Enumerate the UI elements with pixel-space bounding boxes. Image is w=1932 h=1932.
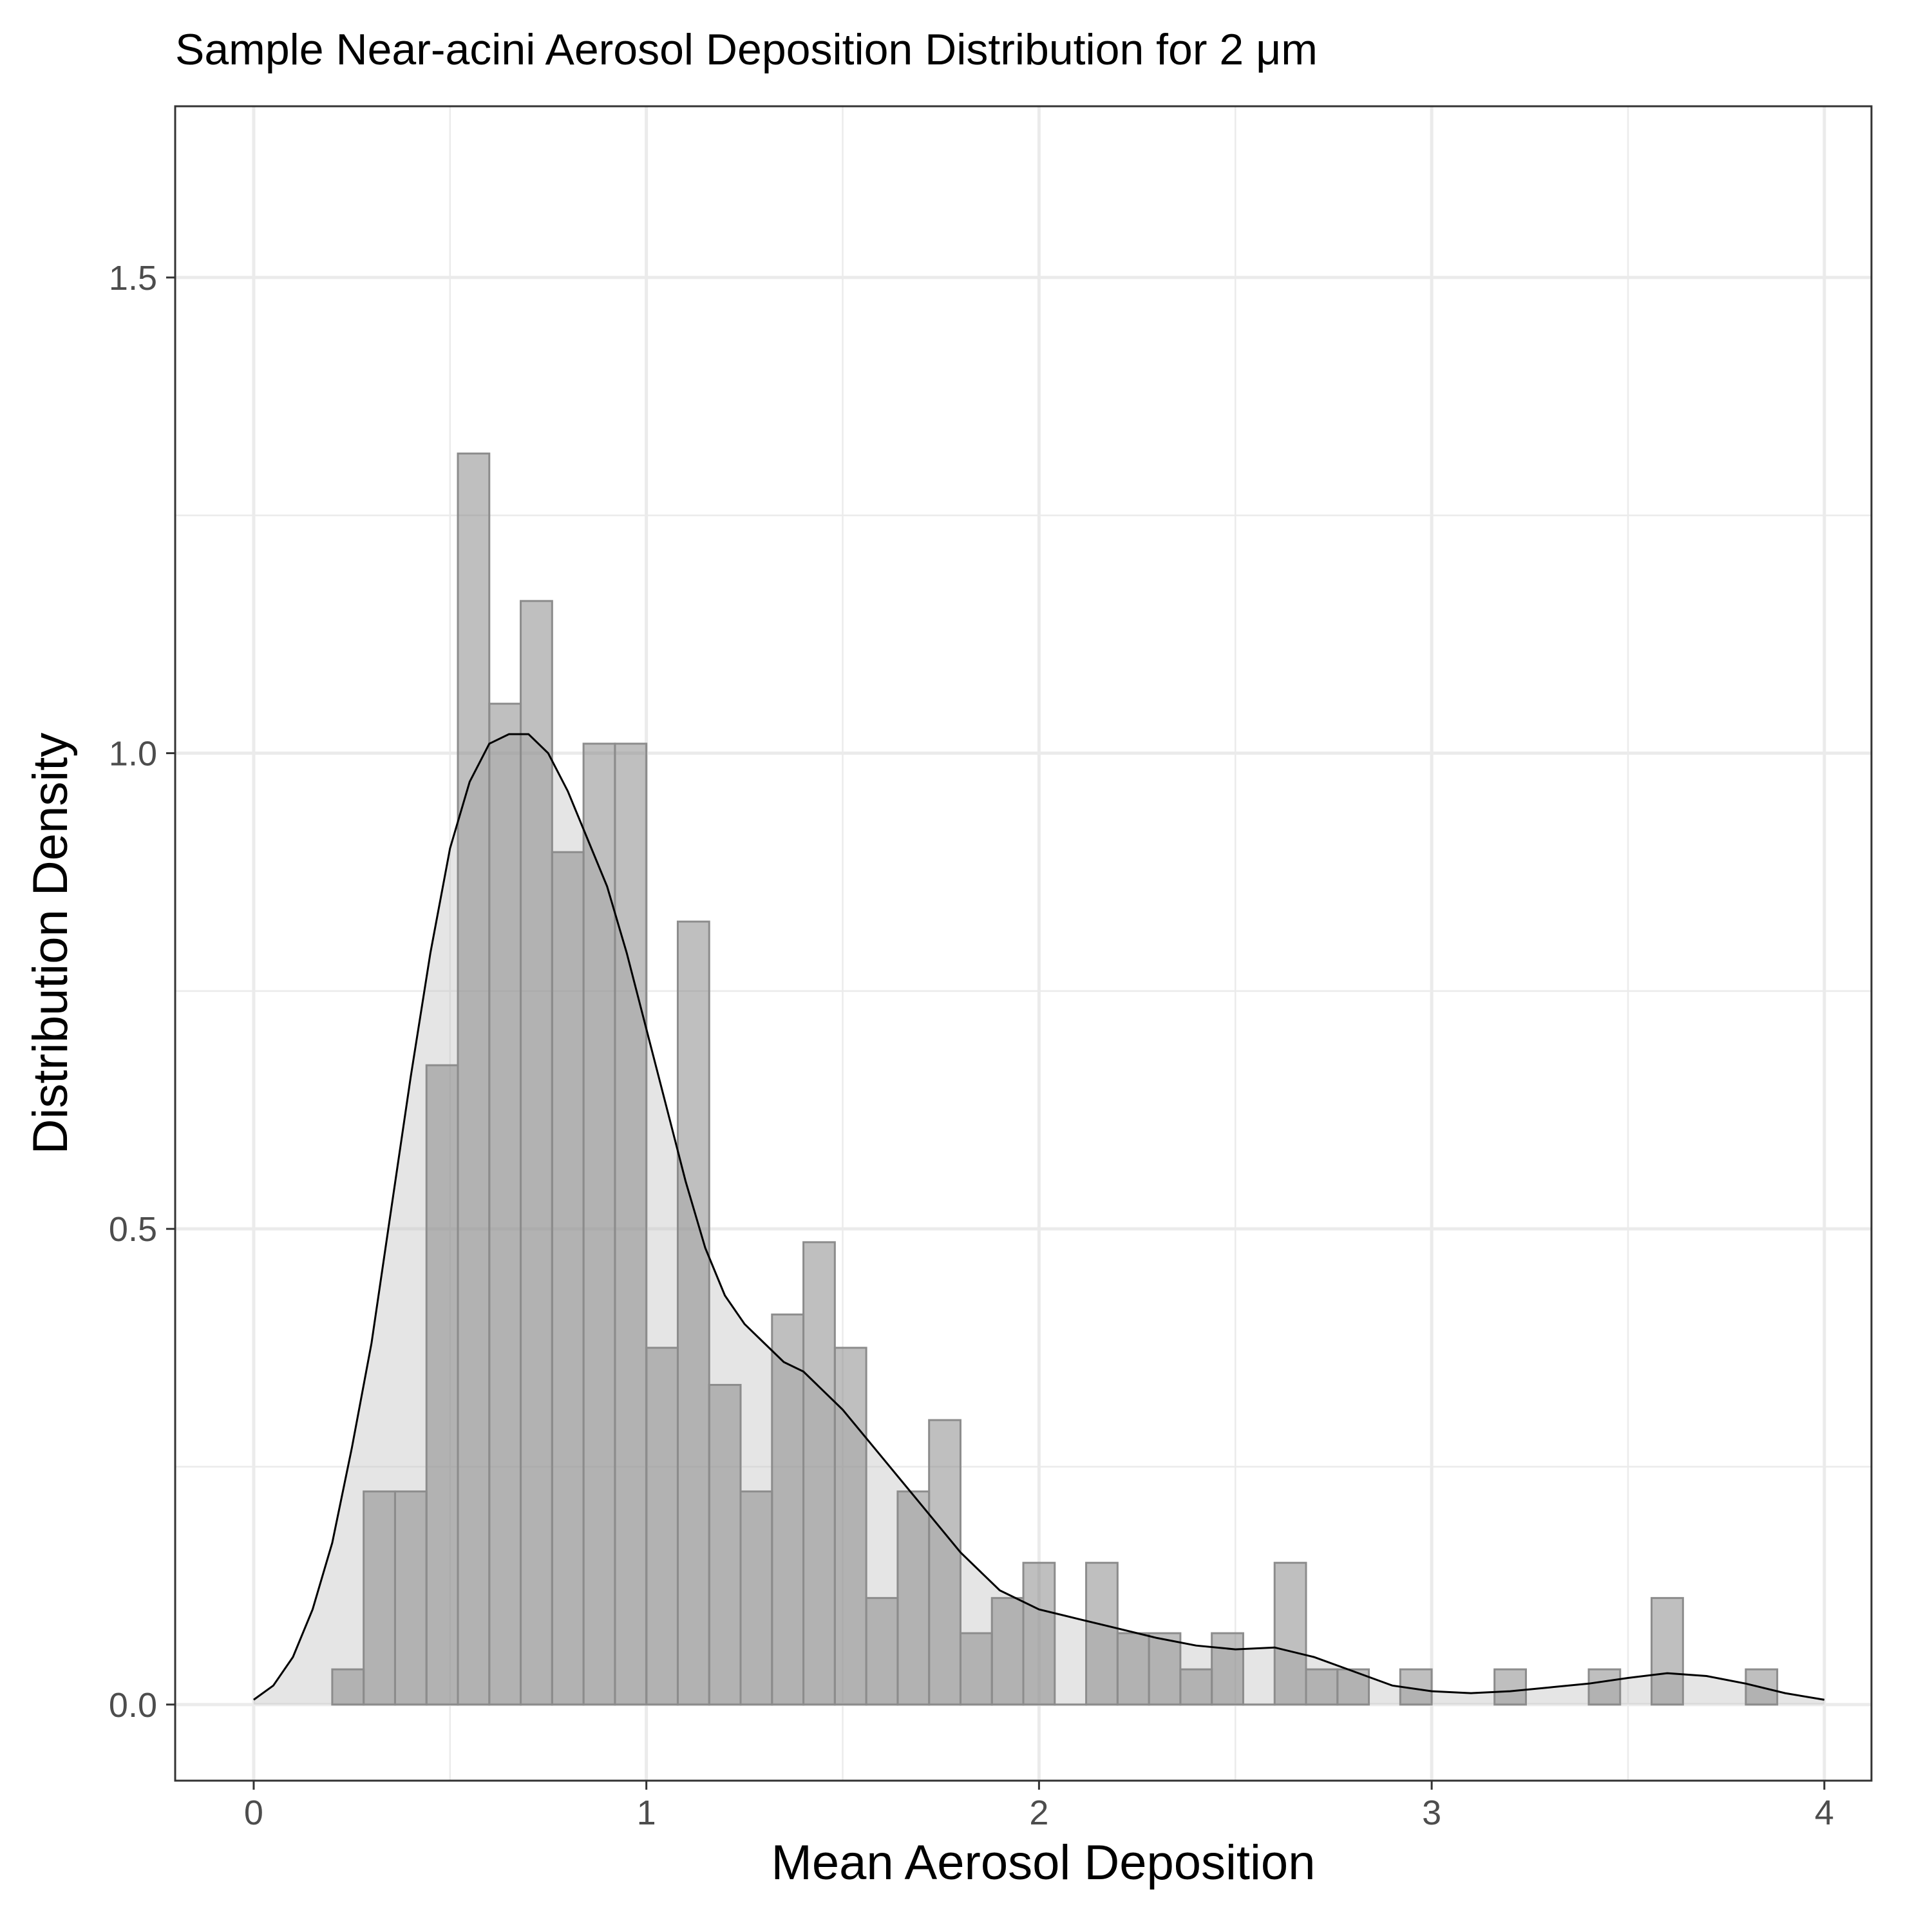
histogram-bar	[488, 703, 522, 1706]
histogram-bar	[708, 1383, 742, 1706]
histogram-bar	[928, 1419, 961, 1706]
histogram-bar	[1273, 1562, 1307, 1706]
histogram-bar	[614, 743, 648, 1706]
histogram-bar	[520, 600, 553, 1706]
y-axis: 0.0 0.5 1.0 1.5	[109, 259, 175, 1725]
histogram-bar	[1211, 1632, 1244, 1706]
histogram-bar	[582, 743, 616, 1706]
histogram-bar	[802, 1241, 836, 1706]
histogram-bar	[645, 1347, 679, 1706]
histogram-bar	[1085, 1562, 1119, 1706]
histogram-bar	[833, 1347, 867, 1706]
histogram-bar	[676, 920, 710, 1706]
histogram-bar	[425, 1064, 459, 1706]
chart-title: Sample Near-acini Aerosol Deposition Dis…	[175, 25, 1318, 74]
histogram-bars	[331, 452, 1779, 1706]
histogram-bar	[1305, 1668, 1339, 1706]
histogram-bar	[1148, 1632, 1182, 1706]
histogram-bar	[1587, 1668, 1622, 1706]
x-tick-label: 1	[637, 1794, 656, 1832]
histogram-bar	[457, 452, 491, 1706]
x-tick-label: 0	[244, 1794, 263, 1832]
histogram-bar	[393, 1490, 428, 1706]
x-tick-label: 2	[1029, 1794, 1048, 1832]
histogram-bar	[1651, 1596, 1684, 1706]
y-tick-label: 1.5	[109, 259, 157, 298]
histogram-bar	[739, 1490, 773, 1706]
histogram-bar	[331, 1668, 365, 1706]
histogram-bar	[990, 1596, 1025, 1706]
y-tick-label: 0.5	[109, 1210, 157, 1249]
x-tick-label: 3	[1422, 1794, 1441, 1832]
histogram-bar	[551, 851, 585, 1706]
histogram-bar	[959, 1632, 993, 1706]
histogram-bar	[771, 1313, 805, 1706]
x-tick-label: 4	[1815, 1794, 1834, 1832]
histogram-bar	[1116, 1632, 1150, 1706]
y-tick-label: 0.0	[109, 1686, 157, 1725]
histogram-bar	[363, 1490, 396, 1706]
histogram-bar	[865, 1596, 899, 1706]
density-curve	[253, 733, 1825, 1701]
histogram-bar	[896, 1490, 931, 1706]
y-axis-title: Distribution Density	[23, 733, 78, 1155]
histogram-bar	[1493, 1668, 1527, 1706]
x-axis-title: Mean Aerosol Deposition	[772, 1835, 1316, 1890]
x-axis: 0 1 2 3 4	[244, 1781, 1834, 1832]
plot-panel	[174, 105, 1873, 1782]
panel-border	[174, 105, 1873, 1782]
histogram-bar	[1022, 1562, 1056, 1706]
y-tick-label: 1.0	[109, 735, 157, 773]
histogram-bar	[1336, 1668, 1370, 1706]
histogram-bar	[1179, 1668, 1213, 1706]
